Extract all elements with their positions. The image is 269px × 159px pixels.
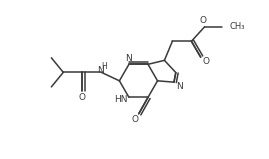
Text: O: O (131, 115, 138, 124)
Text: N: N (125, 54, 132, 63)
Text: O: O (79, 93, 86, 102)
Text: CH₃: CH₃ (229, 22, 245, 31)
Text: N: N (176, 82, 183, 91)
Text: O: O (200, 16, 207, 25)
Text: HN: HN (114, 96, 128, 104)
Text: N: N (97, 66, 104, 75)
Text: H: H (101, 62, 107, 71)
Text: O: O (203, 57, 210, 66)
